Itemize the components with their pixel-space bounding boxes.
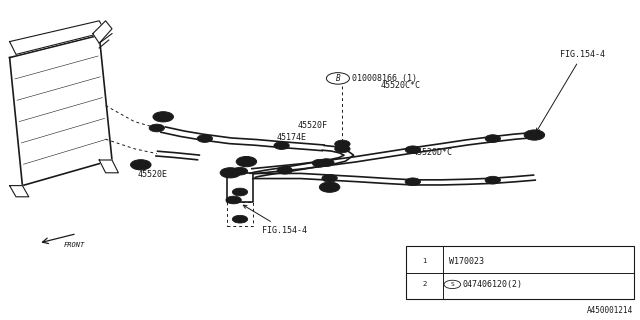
Text: 047406120(2): 047406120(2) [463, 280, 523, 289]
Circle shape [415, 257, 433, 266]
Circle shape [415, 280, 433, 289]
Circle shape [322, 174, 337, 182]
Text: W170023: W170023 [449, 257, 484, 266]
Circle shape [277, 166, 292, 174]
Circle shape [232, 215, 248, 223]
Text: 1: 1 [138, 160, 143, 169]
Text: 1: 1 [161, 112, 166, 121]
Circle shape [232, 167, 248, 175]
Text: 45520C*C: 45520C*C [381, 81, 421, 90]
Circle shape [524, 130, 545, 140]
Circle shape [274, 142, 289, 149]
Text: 1: 1 [327, 183, 332, 192]
Circle shape [485, 135, 500, 142]
Text: 010008166 (1): 010008166 (1) [352, 74, 417, 83]
Polygon shape [227, 173, 253, 202]
Circle shape [226, 196, 241, 204]
Text: 45520F: 45520F [298, 121, 328, 130]
Text: FIG.154-4: FIG.154-4 [243, 205, 307, 235]
Text: 1: 1 [422, 258, 427, 264]
Circle shape [319, 159, 334, 166]
Polygon shape [99, 160, 118, 173]
Polygon shape [10, 35, 112, 186]
Circle shape [232, 188, 248, 196]
Circle shape [236, 156, 257, 167]
Circle shape [149, 124, 164, 132]
Circle shape [197, 135, 212, 142]
Text: A450001214: A450001214 [588, 306, 634, 315]
Text: FIG.154-4: FIG.154-4 [536, 50, 605, 132]
Text: FRONT: FRONT [64, 242, 85, 248]
Circle shape [312, 159, 328, 167]
Circle shape [485, 176, 500, 184]
Polygon shape [93, 21, 112, 43]
Bar [406, 246, 634, 299]
Circle shape [335, 140, 350, 148]
Text: 2: 2 [422, 281, 427, 287]
Text: 45174E: 45174E [276, 133, 307, 142]
Text: 2: 2 [532, 131, 537, 140]
Circle shape [131, 160, 151, 170]
Circle shape [153, 112, 173, 122]
Text: 45520D*C: 45520D*C [413, 148, 453, 157]
Circle shape [335, 145, 350, 153]
Text: 45520E: 45520E [138, 170, 168, 179]
Text: 1: 1 [244, 157, 249, 166]
Text: 2: 2 [228, 168, 233, 177]
Polygon shape [10, 21, 106, 54]
Circle shape [220, 168, 241, 178]
Circle shape [319, 182, 340, 192]
Circle shape [405, 178, 420, 186]
Text: B: B [335, 74, 340, 83]
Circle shape [405, 146, 420, 154]
Polygon shape [10, 186, 29, 197]
Text: S: S [451, 282, 454, 287]
